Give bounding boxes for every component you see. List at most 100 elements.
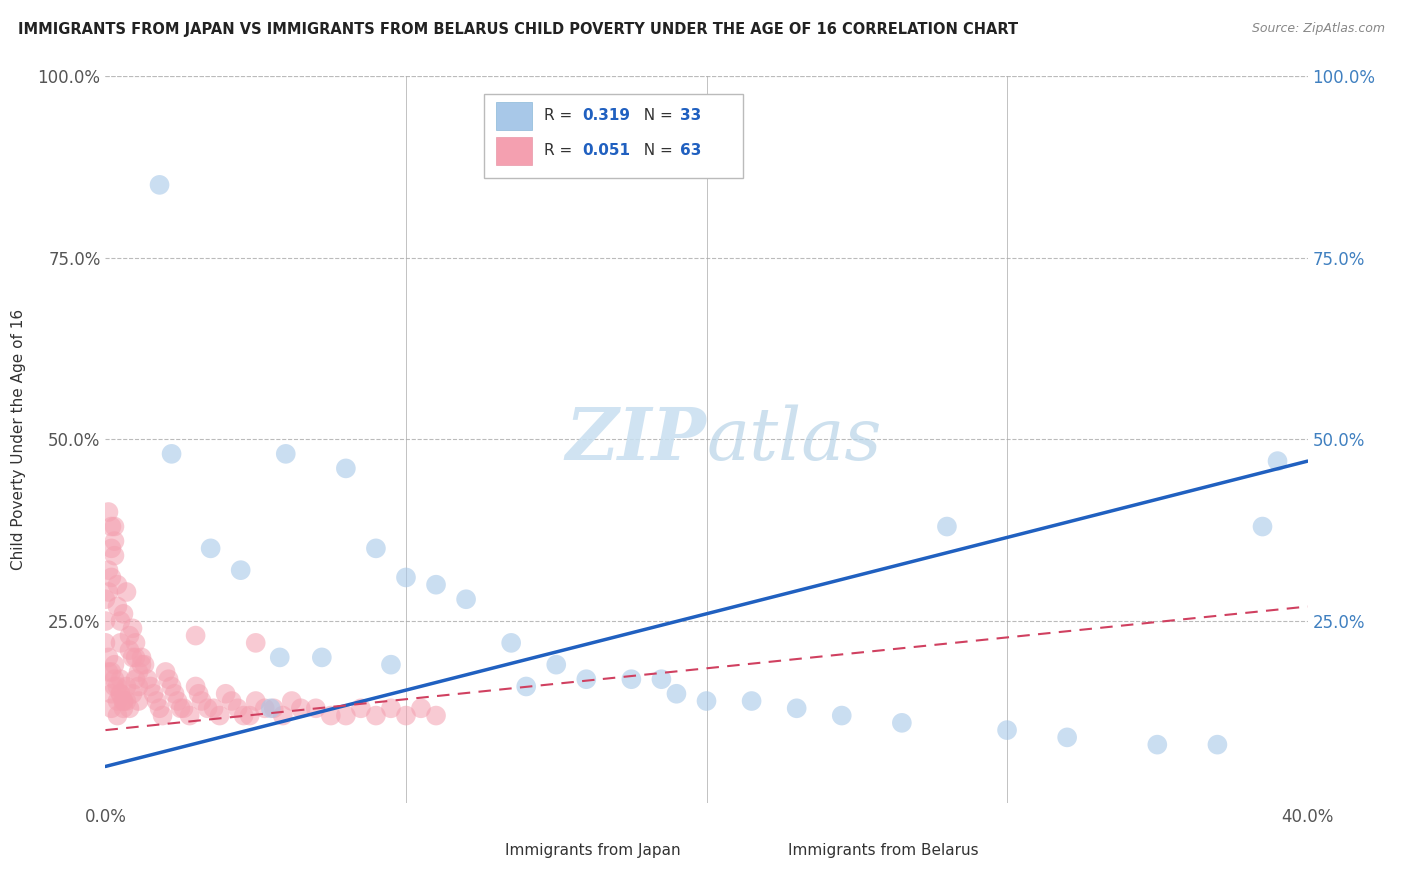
Point — [229, 563, 252, 577]
Point — [142, 687, 165, 701]
Point — [100, 519, 122, 533]
Text: R =: R = — [544, 144, 578, 158]
Point — [271, 708, 294, 723]
Point — [118, 701, 141, 715]
Text: 0.319: 0.319 — [582, 108, 631, 123]
Point — [107, 599, 129, 614]
Point — [148, 701, 170, 715]
Point — [124, 650, 146, 665]
Point — [620, 672, 643, 686]
Y-axis label: Child Poverty Under the Age of 16: Child Poverty Under the Age of 16 — [11, 309, 27, 570]
Point — [546, 657, 568, 672]
Text: 33: 33 — [681, 108, 702, 123]
Point — [575, 672, 598, 686]
Point — [305, 701, 328, 715]
Point — [128, 694, 150, 708]
Point — [97, 650, 120, 665]
Text: N =: N = — [634, 144, 678, 158]
Point — [100, 665, 122, 679]
Point — [380, 657, 402, 672]
Point — [100, 701, 122, 715]
Point — [245, 694, 267, 708]
Point — [107, 694, 129, 708]
Point — [103, 534, 125, 549]
Text: ZIP: ZIP — [565, 404, 707, 475]
Point — [110, 687, 132, 701]
Point — [118, 643, 141, 657]
Point — [103, 680, 125, 694]
Point — [94, 614, 117, 628]
Point — [1251, 519, 1274, 533]
Point — [121, 650, 143, 665]
Point — [208, 708, 231, 723]
Point — [319, 708, 342, 723]
Point — [245, 636, 267, 650]
Point — [364, 708, 387, 723]
Point — [226, 701, 249, 715]
Point — [1056, 731, 1078, 745]
Point — [124, 636, 146, 650]
Point — [163, 687, 186, 701]
Point — [380, 701, 402, 715]
Point — [115, 694, 138, 708]
Point — [179, 708, 201, 723]
Point — [1206, 738, 1229, 752]
Text: Immigrants from Japan: Immigrants from Japan — [505, 843, 681, 857]
Point — [335, 708, 357, 723]
Point — [115, 680, 138, 694]
Point — [112, 694, 135, 708]
Point — [253, 701, 276, 715]
Point — [160, 680, 183, 694]
Point — [501, 636, 523, 650]
Point — [112, 607, 135, 621]
Point — [169, 701, 191, 715]
Point — [281, 694, 304, 708]
Text: Source: ZipAtlas.com: Source: ZipAtlas.com — [1251, 22, 1385, 36]
Point — [97, 665, 120, 679]
Text: R =: R = — [544, 108, 578, 123]
Point — [350, 701, 373, 715]
Point — [110, 687, 132, 701]
Point — [202, 701, 225, 715]
Point — [103, 519, 125, 533]
Point — [335, 461, 357, 475]
Point — [214, 687, 236, 701]
Point — [107, 708, 129, 723]
Point — [260, 701, 283, 715]
Text: Immigrants from Belarus: Immigrants from Belarus — [789, 843, 979, 857]
Point — [696, 694, 718, 708]
Point — [110, 636, 132, 650]
Point — [128, 680, 150, 694]
Point — [831, 708, 853, 723]
Point — [197, 701, 219, 715]
Point — [157, 672, 180, 686]
Point — [121, 621, 143, 635]
Point — [124, 672, 146, 686]
Point — [239, 708, 262, 723]
Point — [364, 541, 387, 556]
Text: IMMIGRANTS FROM JAPAN VS IMMIGRANTS FROM BELARUS CHILD POVERTY UNDER THE AGE OF : IMMIGRANTS FROM JAPAN VS IMMIGRANTS FROM… — [18, 22, 1018, 37]
Point — [115, 585, 138, 599]
Point — [103, 672, 125, 686]
Bar — [737, 837, 776, 863]
Point — [152, 708, 174, 723]
Point — [97, 563, 120, 577]
Point — [515, 680, 537, 694]
Text: 63: 63 — [681, 144, 702, 158]
Text: 0.051: 0.051 — [582, 144, 631, 158]
Point — [890, 715, 912, 730]
Point — [187, 687, 209, 701]
Point — [263, 701, 285, 715]
Point — [118, 629, 141, 643]
Point — [232, 708, 254, 723]
Point — [94, 592, 117, 607]
Point — [110, 614, 132, 628]
Point — [160, 447, 183, 461]
Point — [131, 650, 153, 665]
Point — [112, 694, 135, 708]
Point — [311, 650, 333, 665]
Point — [97, 505, 120, 519]
Point — [741, 694, 763, 708]
Point — [1267, 454, 1289, 468]
Point — [665, 687, 688, 701]
